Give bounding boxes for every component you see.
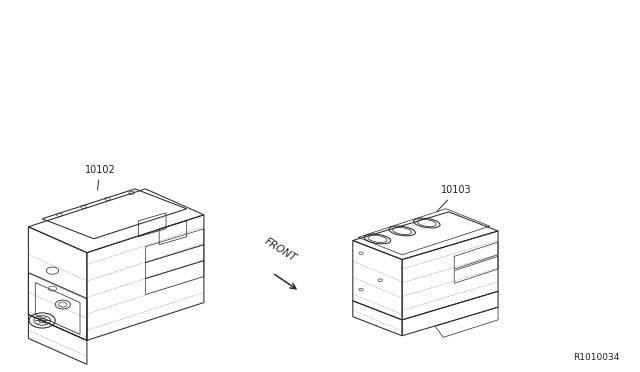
Text: R1010034: R1010034 — [573, 353, 620, 362]
Text: 10102: 10102 — [84, 164, 115, 190]
Text: FRONT: FRONT — [262, 236, 298, 264]
Text: 10103: 10103 — [437, 185, 472, 211]
